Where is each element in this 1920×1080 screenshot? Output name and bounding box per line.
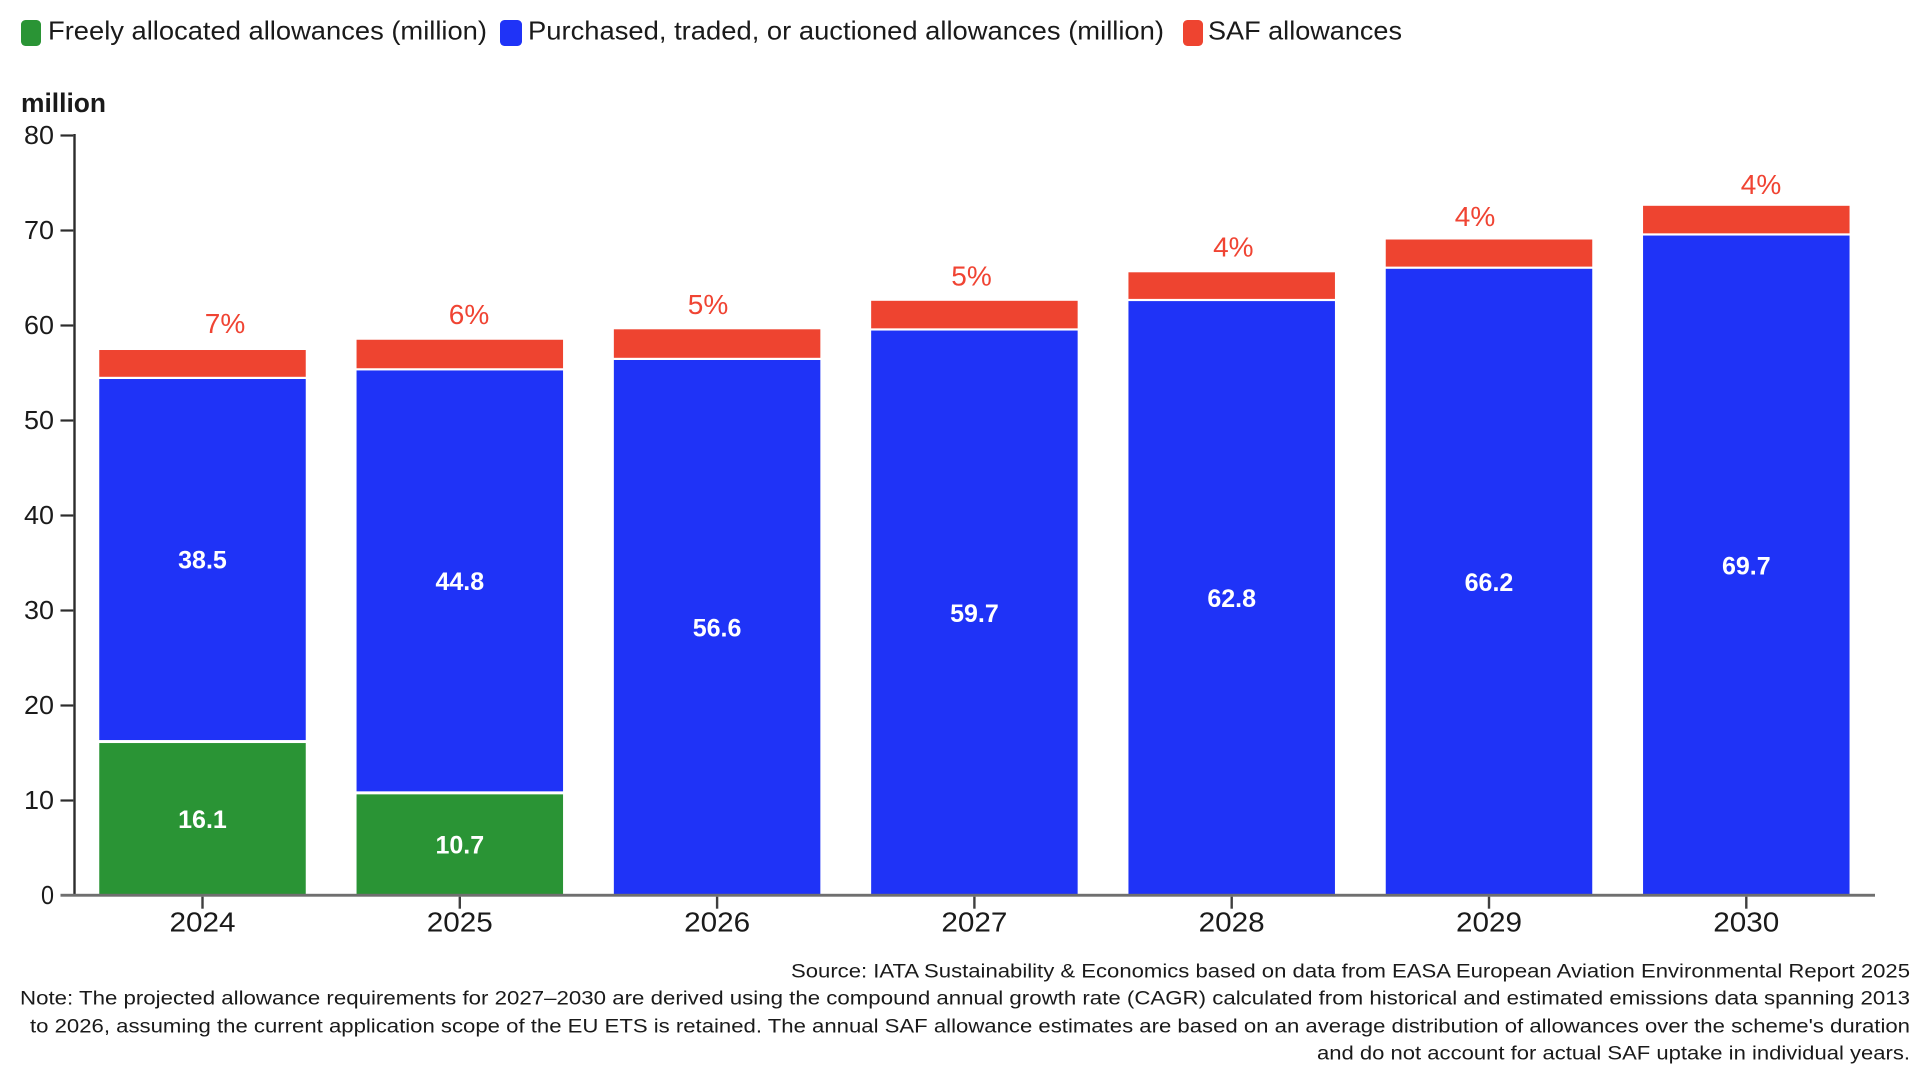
svg-text:2028: 2028 xyxy=(1199,907,1265,938)
svg-text:10: 10 xyxy=(24,785,54,815)
svg-text:SAF allowances: SAF allowances xyxy=(1208,16,1402,46)
svg-text:7%: 7% xyxy=(205,308,245,339)
svg-text:40: 40 xyxy=(24,500,54,530)
svg-text:Note: The projected allowance: Note: The projected allowance requiremen… xyxy=(20,989,1910,1010)
svg-text:20: 20 xyxy=(24,690,54,720)
svg-text:80: 80 xyxy=(24,120,54,150)
svg-text:2027: 2027 xyxy=(941,907,1007,938)
svg-text:4%: 4% xyxy=(1741,169,1781,200)
svg-text:and do not account for actual: and do not account for actual SAF uptake… xyxy=(1317,1044,1910,1065)
svg-text:5%: 5% xyxy=(688,289,728,320)
svg-text:66.2: 66.2 xyxy=(1465,569,1514,597)
svg-text:4%: 4% xyxy=(1455,201,1495,232)
svg-text:59.7: 59.7 xyxy=(950,600,999,628)
svg-text:2024: 2024 xyxy=(170,907,236,938)
svg-text:10.7: 10.7 xyxy=(435,832,484,860)
svg-text:60: 60 xyxy=(24,310,54,340)
svg-text:0: 0 xyxy=(41,880,54,910)
svg-text:70: 70 xyxy=(24,215,54,245)
svg-text:56.6: 56.6 xyxy=(693,615,742,643)
svg-text:38.5: 38.5 xyxy=(178,547,227,575)
svg-text:16.1: 16.1 xyxy=(178,806,227,834)
svg-text:million: million xyxy=(21,88,106,118)
svg-text:to 2026, assuming the current: to 2026, assuming the current applicatio… xyxy=(30,1017,1910,1038)
svg-text:44.8: 44.8 xyxy=(435,568,484,596)
svg-text:2026: 2026 xyxy=(684,907,750,938)
svg-text:4%: 4% xyxy=(1213,231,1253,262)
svg-text:50: 50 xyxy=(24,405,54,435)
svg-text:6%: 6% xyxy=(449,299,489,330)
svg-text:Freely allocated allowances (m: Freely allocated allowances (million) xyxy=(48,16,487,46)
svg-text:Purchased, traded, or auctione: Purchased, traded, or auctioned allowanc… xyxy=(528,16,1164,46)
svg-text:Source: IATA Sustainability &: Source: IATA Sustainability & Economics … xyxy=(791,961,1910,982)
svg-text:30: 30 xyxy=(24,595,54,625)
svg-text:2030: 2030 xyxy=(1713,907,1779,938)
svg-text:69.7: 69.7 xyxy=(1722,552,1771,580)
svg-text:2029: 2029 xyxy=(1456,907,1522,938)
svg-text:62.8: 62.8 xyxy=(1207,585,1256,613)
svg-text:5%: 5% xyxy=(951,261,991,292)
svg-text:2025: 2025 xyxy=(427,907,493,938)
